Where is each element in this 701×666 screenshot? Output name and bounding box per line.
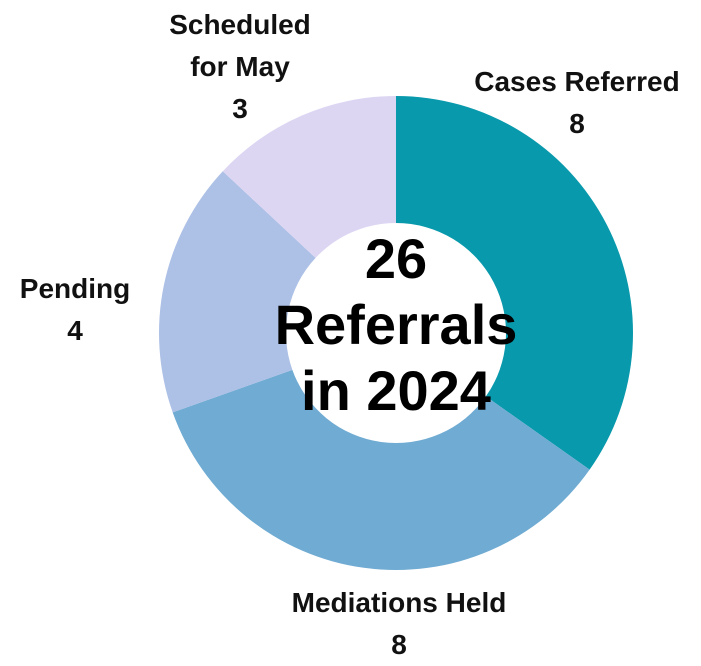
slice-label: Pending 4 [0,268,155,352]
center-line: 26 [364,227,428,290]
slice-label: Scheduled for May 3 [150,4,330,130]
slice [396,96,633,470]
value-label: 4 [67,315,83,346]
slice-label: Mediations Held 8 [249,582,549,666]
slice [172,369,590,570]
category-label: Cases Referred [474,66,680,97]
value-label: 3 [232,93,248,124]
center-label: 26 Referrals in 2024 [275,226,518,424]
value-label: 8 [569,108,585,139]
slice-label: Cases Referred 8 [447,61,701,145]
slice [159,171,316,413]
category-label: Mediations Held [291,587,507,618]
slice [222,96,396,258]
category-label: Pending [19,273,131,304]
value-label: 8 [391,629,407,660]
center-line: in 2024 [301,359,491,422]
center-line: Referrals [274,293,518,356]
category-label: Scheduled for May [169,9,311,82]
